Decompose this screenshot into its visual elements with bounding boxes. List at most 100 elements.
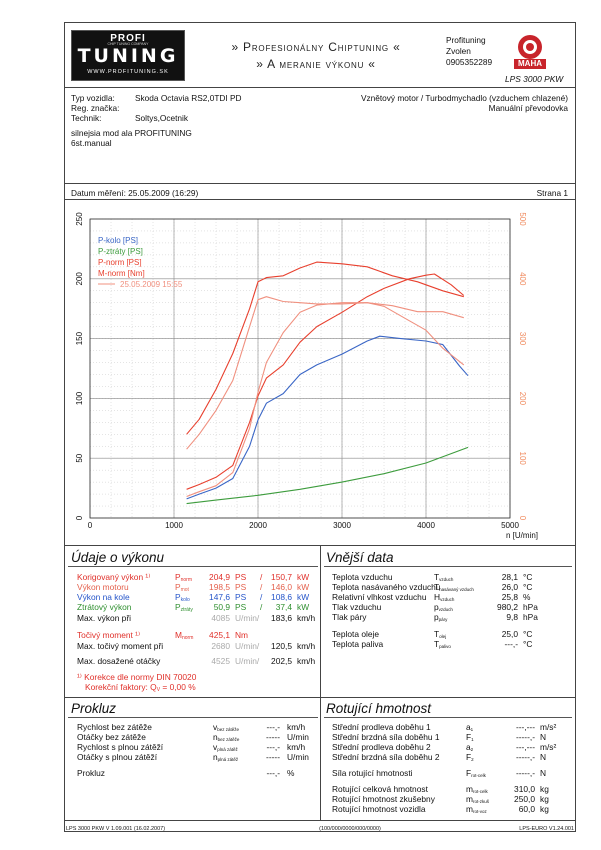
- y-tick-label-right: 0: [518, 516, 527, 521]
- max-v2: 183,6: [271, 613, 292, 623]
- y-tick-label-left: 100: [75, 391, 84, 405]
- series-line: [186, 296, 464, 450]
- moment-u: Nm: [235, 630, 249, 640]
- row-symbol: vbez zátěže: [213, 722, 239, 735]
- ztr-u1: PS: [235, 602, 247, 612]
- row-symbol: F1: [466, 732, 474, 745]
- symbol-sub: 2: [471, 757, 474, 762]
- row-value: ---,-: [266, 722, 280, 732]
- row-symbol: pvzduch: [434, 602, 453, 615]
- mot-label: Výkon motoru: [77, 582, 129, 592]
- row-symbol: Frot-celk: [466, 768, 486, 781]
- divider: [64, 820, 576, 821]
- ztr-u2: kW: [297, 602, 310, 612]
- footer-center: (100/000/0000/000/0000): [319, 826, 381, 832]
- row-unit: °C: [523, 572, 533, 582]
- engine-desc: Vznětový motor / Turbodmychadlo (vzduche…: [360, 93, 568, 103]
- ztr-sub: ztráty: [180, 607, 193, 613]
- prokluz-title: Prokluz: [71, 701, 117, 716]
- legend-entry: 25.05.2009 15:55: [120, 280, 183, 289]
- moment-v: 425,1: [209, 630, 230, 640]
- faktor-sub: V: [156, 687, 161, 693]
- row-unit: U/min: [287, 752, 309, 762]
- symbol-sub: vzduch: [438, 607, 453, 612]
- symbol-sub: olej: [439, 634, 447, 639]
- company-phone: 0905352289: [446, 57, 493, 67]
- section-underline: [324, 717, 572, 718]
- row-label: Střední brzdná síla doběhu 2: [332, 752, 440, 762]
- row-unit: °C: [523, 582, 533, 592]
- row-symbol: nplná zátěž: [213, 752, 238, 765]
- symbol-sub: bez zátěže: [217, 737, 240, 742]
- row-label: Teplota oleje: [332, 629, 380, 639]
- row-symbol: Tnasávaný vzduch: [434, 582, 474, 595]
- row-label: Otáčky s plnou zátěží: [77, 752, 158, 762]
- logo-top: PROFI: [110, 33, 146, 44]
- mot-sub: mot: [180, 587, 189, 593]
- row-symbol: nbez zátěže: [213, 732, 239, 745]
- row-label: Teplota nasávaného vzduchu: [332, 582, 441, 592]
- row-symbol: a1: [466, 722, 473, 735]
- row-label: Střední brzdná síla doběhu 1: [332, 732, 440, 742]
- row-unit: m/s²: [540, 722, 557, 732]
- faktor-value: = 0,00 %: [162, 682, 196, 692]
- mot-v1: 198,5: [209, 582, 230, 592]
- ztr-label: Ztrátový výkon: [77, 602, 132, 612]
- mot-v2: 146,0: [271, 582, 292, 592]
- kolo-label: Výkon na kole: [77, 592, 130, 602]
- row-symbol: Tolej: [434, 629, 446, 642]
- legend-entry: P-kolo [PS]: [98, 236, 138, 245]
- row-value: 25,0: [501, 629, 518, 639]
- row-label: Střední prodleva doběhu 2: [332, 742, 431, 752]
- footer-right: LPS-EURO V1.24.001: [519, 826, 574, 832]
- symbol-sub: páry: [438, 617, 448, 622]
- tech-value: Soltys,Ocetnik: [135, 113, 189, 123]
- model-label: LPS 3000 PKW: [505, 74, 564, 84]
- y-tick-label-left: 50: [75, 453, 84, 462]
- symbol: m: [466, 784, 473, 794]
- row-label: Teplota paliva: [332, 639, 384, 649]
- row-value: 310,0: [514, 784, 535, 794]
- row-value: -----: [266, 732, 280, 742]
- moment-label: Točivý moment ¹⁾: [77, 630, 141, 640]
- row-unit: N: [540, 732, 547, 742]
- symbol: v: [213, 722, 218, 732]
- plot-frame: [89, 218, 511, 519]
- y-tick-label-left: 200: [75, 272, 84, 286]
- maxm-v2: 120,5: [271, 641, 292, 651]
- moment-sym: M: [175, 630, 182, 640]
- ztr-v2: 37,4: [275, 602, 292, 612]
- footer-left: LPS 3000 PKW V 1.09.001 (16.02.2007): [66, 826, 166, 832]
- symbol-sub: rot-celk: [472, 789, 488, 794]
- row-unit: °C: [523, 629, 533, 639]
- row-symbol: mrot-celk: [466, 784, 488, 797]
- kolo-v1: 147,6: [209, 592, 230, 602]
- symbol-sub: 1: [471, 737, 474, 742]
- series-line: [186, 446, 469, 505]
- row-symbol: Tvzduch: [434, 572, 453, 585]
- symbol-sub: rot-voz: [472, 809, 487, 814]
- section-underline: [68, 566, 318, 567]
- symbol-sub: rot-zkuš: [472, 799, 489, 804]
- max-v1: 4085: [211, 613, 230, 623]
- max-u2: km/h: [297, 613, 316, 623]
- symbol: a: [466, 742, 471, 752]
- x-tick-label: 0: [88, 521, 93, 530]
- gearbox: Manuální převodovka: [488, 103, 568, 113]
- symbol-sub: vzduch: [439, 577, 454, 582]
- page-number: Strana 1: [536, 188, 568, 198]
- section-underline: [68, 717, 318, 718]
- reg-label: Reg. značka:: [71, 103, 120, 113]
- row-value: 9,8: [506, 612, 518, 622]
- row-unit: hPa: [523, 612, 538, 622]
- ztr-sym: P: [175, 602, 181, 612]
- maha-text: MAHA: [518, 59, 542, 68]
- report-sheet: [64, 22, 576, 832]
- row-symbol: Tpalivo: [434, 639, 451, 652]
- symbol: T: [434, 572, 440, 582]
- kolo-u1: PS: [235, 592, 247, 602]
- row-symbol: a2: [466, 742, 473, 755]
- type-label: Typ vozidla:: [71, 93, 115, 103]
- y-tick-label-left: 0: [75, 515, 84, 520]
- banner-line2: » A meranie výkonu «: [256, 57, 376, 71]
